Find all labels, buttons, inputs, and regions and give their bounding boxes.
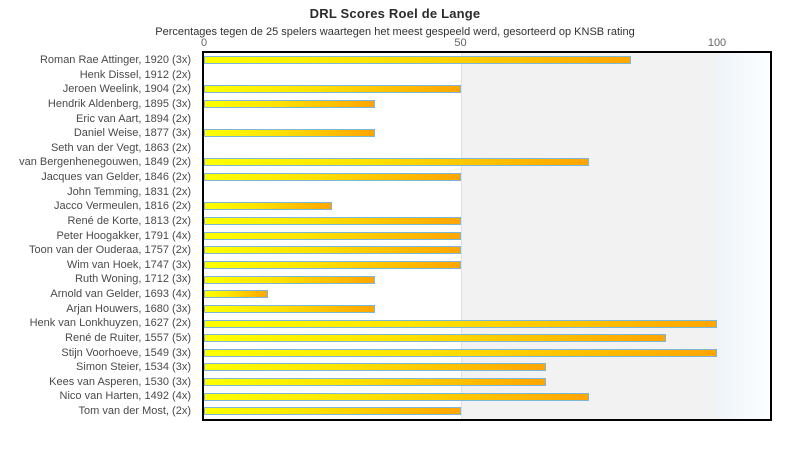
score-bar <box>204 231 461 240</box>
y-axis-label: Jacco Vermeulen, 1816 (2x) <box>54 200 191 213</box>
score-bar <box>204 85 461 94</box>
score-bar <box>204 319 717 328</box>
y-axis-label: René de Ruiter, 1557 (5x) <box>65 331 191 344</box>
chart-subtitle: Percentages tegen de 25 spelers waartege… <box>155 26 635 38</box>
score-bar <box>204 217 461 226</box>
x-axis: 0 50 100 <box>0 37 790 50</box>
score-bar <box>204 260 461 269</box>
x-axis-tick-50: 50 <box>454 37 467 49</box>
y-axis-label: van Bergenhenegouwen, 1849 (2x) <box>19 156 191 169</box>
y-axis-label: John Temming, 1831 (2x) <box>67 185 191 198</box>
score-bar <box>204 246 461 255</box>
score-bar <box>204 129 375 138</box>
y-axis-label: Daniel Weise, 1877 (3x) <box>73 127 191 140</box>
y-axis-label: Kees van Asperen, 1530 (3x) <box>49 375 191 388</box>
y-axis-label: Nico van Harten, 1492 (4x) <box>59 390 191 403</box>
y-axis-label: René de Korte, 1813 (2x) <box>67 214 191 227</box>
y-axis-label: Arnold van Gelder, 1693 (4x) <box>50 288 191 300</box>
y-axis-label: Toon van der Ouderaa, 1757 (2x) <box>28 244 191 257</box>
x-axis-tick-0: 0 <box>200 37 208 49</box>
y-axis-label: Seth van der Vegt, 1863 (2x) <box>50 141 191 154</box>
y-axis-label: Henk van Lonkhuyzen, 1627 (2x) <box>29 317 191 330</box>
y-axis-label: Eric van Aart, 1894 (2x) <box>76 112 191 125</box>
y-axis-label: Tom van der Most, (2x) <box>78 405 191 417</box>
score-bar <box>204 304 375 313</box>
plot-area <box>202 51 772 421</box>
y-axis-label: Jacques van Gelder, 1846 (2x) <box>41 171 191 183</box>
score-bar <box>204 363 547 372</box>
y-axis-label: Simon Steier, 1534 (3x) <box>76 361 191 374</box>
y-axis-label: Henk Dissel, 1912 (2x) <box>79 68 191 81</box>
y-axis-labels: Roman Rae Attinger, 1920 (3x) Henk Dissel… <box>0 53 196 419</box>
y-axis-label: Ruth Woning, 1712 (3x) <box>75 273 191 286</box>
y-axis-label: Arjan Houwers, 1680 (3x) <box>66 302 191 315</box>
score-bar <box>204 378 547 387</box>
chart-title: DRL Scores Roel de Lange <box>309 6 481 21</box>
score-bar <box>204 348 717 357</box>
plot-band-2 <box>717 53 770 419</box>
score-bar <box>204 334 666 343</box>
score-bar <box>204 407 461 416</box>
y-axis-label: Hendrik Aldenberg, 1895 (3x) <box>47 97 191 110</box>
score-bar <box>204 173 461 182</box>
x-axis-tick-100: 100 <box>707 37 727 49</box>
score-bar <box>204 202 333 211</box>
y-axis-label: Jeroen Weelink, 1904 (2x) <box>62 83 191 96</box>
y-axis-label: Stijn Voorhoeve, 1549 (3x) <box>61 346 191 359</box>
score-bar <box>204 275 375 284</box>
score-bar <box>204 158 589 167</box>
y-axis-label: Roman Rae Attinger, 1920 (3x) <box>39 54 191 66</box>
plot-band-1 <box>460 53 717 419</box>
y-axis-label: Wim van Hoek, 1747 (3x) <box>66 258 191 271</box>
score-bar <box>204 56 632 64</box>
score-bar <box>204 392 589 401</box>
y-axis-label: Peter Hoogakker, 1791 (4x) <box>56 229 191 242</box>
score-bar <box>204 290 269 299</box>
score-bar <box>204 99 375 108</box>
